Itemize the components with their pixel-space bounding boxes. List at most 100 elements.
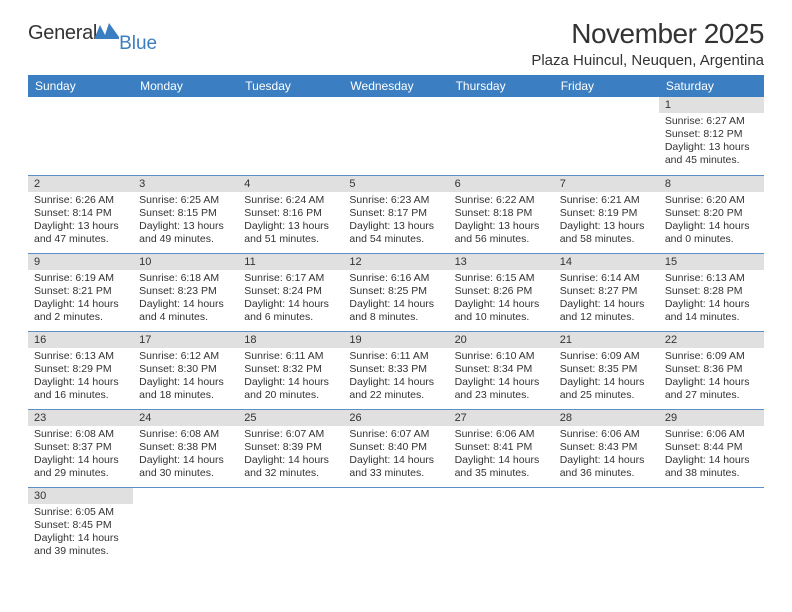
day-number	[449, 488, 554, 504]
day-number: 18	[238, 332, 343, 348]
day-header: Monday	[133, 75, 238, 97]
day-details: Sunrise: 6:25 AMSunset: 8:15 PMDaylight:…	[133, 192, 238, 249]
day-details: Sunrise: 6:09 AMSunset: 8:36 PMDaylight:…	[659, 348, 764, 405]
calendar-cell: 21Sunrise: 6:09 AMSunset: 8:35 PMDayligh…	[554, 331, 659, 409]
calendar-cell: 30Sunrise: 6:05 AMSunset: 8:45 PMDayligh…	[28, 487, 133, 565]
day-number	[133, 488, 238, 504]
day-details: Sunrise: 6:12 AMSunset: 8:30 PMDaylight:…	[133, 348, 238, 405]
day-details: Sunrise: 6:17 AMSunset: 8:24 PMDaylight:…	[238, 270, 343, 327]
day-details: Sunrise: 6:21 AMSunset: 8:19 PMDaylight:…	[554, 192, 659, 249]
calendar-cell	[238, 97, 343, 175]
day-details: Sunrise: 6:05 AMSunset: 8:45 PMDaylight:…	[28, 504, 133, 561]
calendar-cell: 12Sunrise: 6:16 AMSunset: 8:25 PMDayligh…	[343, 253, 448, 331]
calendar-cell: 8Sunrise: 6:20 AMSunset: 8:20 PMDaylight…	[659, 175, 764, 253]
day-header: Thursday	[449, 75, 554, 97]
calendar-cell	[343, 487, 448, 565]
calendar-cell	[449, 97, 554, 175]
calendar-cell	[554, 487, 659, 565]
day-details: Sunrise: 6:19 AMSunset: 8:21 PMDaylight:…	[28, 270, 133, 327]
day-number: 14	[554, 254, 659, 270]
day-number: 20	[449, 332, 554, 348]
day-details: Sunrise: 6:07 AMSunset: 8:40 PMDaylight:…	[343, 426, 448, 483]
calendar-cell: 5Sunrise: 6:23 AMSunset: 8:17 PMDaylight…	[343, 175, 448, 253]
day-number	[343, 97, 448, 113]
day-number: 13	[449, 254, 554, 270]
day-number: 1	[659, 97, 764, 113]
day-details: Sunrise: 6:07 AMSunset: 8:39 PMDaylight:…	[238, 426, 343, 483]
day-number: 5	[343, 176, 448, 192]
day-number: 16	[28, 332, 133, 348]
day-number: 9	[28, 254, 133, 270]
day-number	[28, 97, 133, 113]
day-details: Sunrise: 6:15 AMSunset: 8:26 PMDaylight:…	[449, 270, 554, 327]
calendar-cell: 7Sunrise: 6:21 AMSunset: 8:19 PMDaylight…	[554, 175, 659, 253]
day-number: 29	[659, 410, 764, 426]
day-details: Sunrise: 6:06 AMSunset: 8:44 PMDaylight:…	[659, 426, 764, 483]
page-title: November 2025	[571, 18, 764, 50]
calendar-cell	[238, 487, 343, 565]
day-details: Sunrise: 6:27 AMSunset: 8:12 PMDaylight:…	[659, 113, 764, 170]
calendar-table: SundayMondayTuesdayWednesdayThursdayFrid…	[28, 75, 764, 565]
calendar-cell: 24Sunrise: 6:08 AMSunset: 8:38 PMDayligh…	[133, 409, 238, 487]
calendar-cell: 27Sunrise: 6:06 AMSunset: 8:41 PMDayligh…	[449, 409, 554, 487]
calendar-cell	[554, 97, 659, 175]
day-number: 28	[554, 410, 659, 426]
day-number: 15	[659, 254, 764, 270]
calendar-cell: 9Sunrise: 6:19 AMSunset: 8:21 PMDaylight…	[28, 253, 133, 331]
day-number: 8	[659, 176, 764, 192]
calendar-row: 1Sunrise: 6:27 AMSunset: 8:12 PMDaylight…	[28, 97, 764, 175]
day-number	[343, 488, 448, 504]
day-number: 26	[343, 410, 448, 426]
day-details: Sunrise: 6:06 AMSunset: 8:41 PMDaylight:…	[449, 426, 554, 483]
calendar-cell: 6Sunrise: 6:22 AMSunset: 8:18 PMDaylight…	[449, 175, 554, 253]
calendar-cell: 17Sunrise: 6:12 AMSunset: 8:30 PMDayligh…	[133, 331, 238, 409]
header: General Blue November 2025	[28, 18, 764, 50]
day-details: Sunrise: 6:24 AMSunset: 8:16 PMDaylight:…	[238, 192, 343, 249]
day-number: 22	[659, 332, 764, 348]
day-number: 21	[554, 332, 659, 348]
calendar-row: 16Sunrise: 6:13 AMSunset: 8:29 PMDayligh…	[28, 331, 764, 409]
calendar-row: 30Sunrise: 6:05 AMSunset: 8:45 PMDayligh…	[28, 487, 764, 565]
calendar-cell	[28, 97, 133, 175]
location-text: Plaza Huincul, Neuquen, Argentina	[28, 52, 764, 69]
day-details: Sunrise: 6:13 AMSunset: 8:28 PMDaylight:…	[659, 270, 764, 327]
day-header: Tuesday	[238, 75, 343, 97]
day-details: Sunrise: 6:06 AMSunset: 8:43 PMDaylight:…	[554, 426, 659, 483]
day-number	[659, 488, 764, 504]
calendar-cell: 3Sunrise: 6:25 AMSunset: 8:15 PMDaylight…	[133, 175, 238, 253]
day-header: Wednesday	[343, 75, 448, 97]
day-header: Friday	[554, 75, 659, 97]
day-header: Saturday	[659, 75, 764, 97]
calendar-cell: 29Sunrise: 6:06 AMSunset: 8:44 PMDayligh…	[659, 409, 764, 487]
calendar-cell: 4Sunrise: 6:24 AMSunset: 8:16 PMDaylight…	[238, 175, 343, 253]
title-block: November 2025	[571, 18, 764, 50]
day-details: Sunrise: 6:08 AMSunset: 8:37 PMDaylight:…	[28, 426, 133, 483]
day-number: 23	[28, 410, 133, 426]
day-number: 17	[133, 332, 238, 348]
day-details: Sunrise: 6:09 AMSunset: 8:35 PMDaylight:…	[554, 348, 659, 405]
day-number: 11	[238, 254, 343, 270]
day-details: Sunrise: 6:08 AMSunset: 8:38 PMDaylight:…	[133, 426, 238, 483]
calendar-cell: 22Sunrise: 6:09 AMSunset: 8:36 PMDayligh…	[659, 331, 764, 409]
calendar-cell: 11Sunrise: 6:17 AMSunset: 8:24 PMDayligh…	[238, 253, 343, 331]
day-number: 24	[133, 410, 238, 426]
calendar-cell	[133, 487, 238, 565]
calendar-cell	[133, 97, 238, 175]
calendar-cell	[659, 487, 764, 565]
day-number: 12	[343, 254, 448, 270]
day-details: Sunrise: 6:26 AMSunset: 8:14 PMDaylight:…	[28, 192, 133, 249]
day-number: 10	[133, 254, 238, 270]
day-details: Sunrise: 6:14 AMSunset: 8:27 PMDaylight:…	[554, 270, 659, 327]
day-details: Sunrise: 6:13 AMSunset: 8:29 PMDaylight:…	[28, 348, 133, 405]
calendar-row: 2Sunrise: 6:26 AMSunset: 8:14 PMDaylight…	[28, 175, 764, 253]
day-number	[133, 97, 238, 113]
calendar-head: SundayMondayTuesdayWednesdayThursdayFrid…	[28, 75, 764, 97]
calendar-cell	[343, 97, 448, 175]
logo: General Blue	[28, 22, 163, 45]
day-number: 4	[238, 176, 343, 192]
day-number: 6	[449, 176, 554, 192]
day-header: Sunday	[28, 75, 133, 97]
day-number	[554, 488, 659, 504]
logo-text-blue: Blue	[119, 33, 157, 55]
day-details: Sunrise: 6:16 AMSunset: 8:25 PMDaylight:…	[343, 270, 448, 327]
